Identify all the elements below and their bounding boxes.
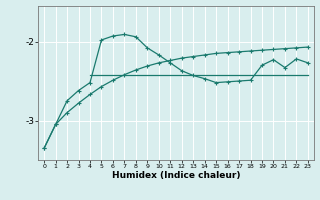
X-axis label: Humidex (Indice chaleur): Humidex (Indice chaleur): [112, 171, 240, 180]
